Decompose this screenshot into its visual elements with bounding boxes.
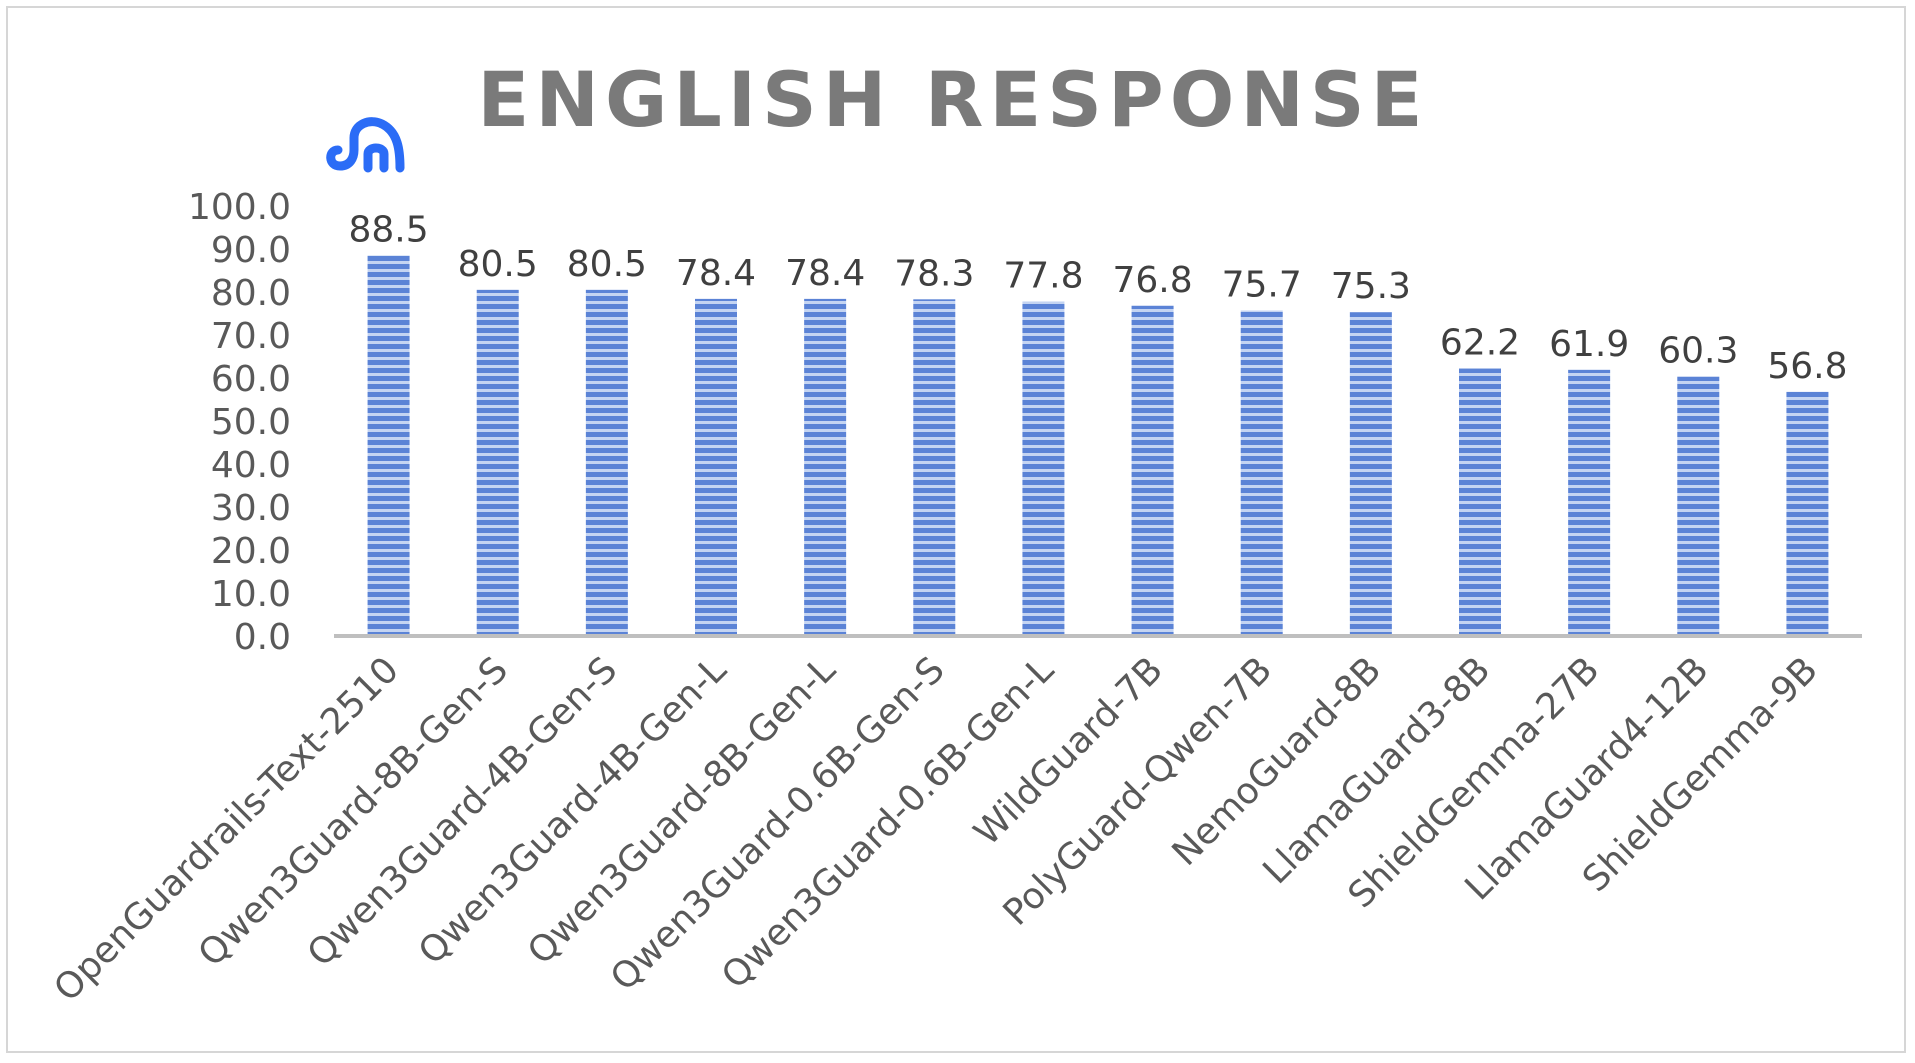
bar-series bbox=[367, 255, 1829, 636]
bar bbox=[804, 298, 847, 636]
data-label: 76.8 bbox=[1112, 260, 1192, 301]
y-tick-label: 0.0 bbox=[234, 617, 291, 658]
bar bbox=[695, 298, 737, 636]
y-tick-label: 30.0 bbox=[211, 488, 291, 529]
bar bbox=[1459, 368, 1501, 636]
bar bbox=[1022, 301, 1065, 636]
data-label: 78.4 bbox=[676, 253, 756, 294]
y-tick-label: 60.0 bbox=[211, 359, 291, 400]
elephant-logo-icon bbox=[326, 117, 405, 173]
bar-chart: ENGLISH RESPONSE 0.010.020.030.040.050.0… bbox=[47, 55, 1862, 1010]
data-label: 60.3 bbox=[1658, 331, 1738, 372]
x-axis: OpenGuardrails-Text-2510Qwen3Guard-8B-Ge… bbox=[47, 649, 1826, 1009]
data-label: 78.4 bbox=[785, 253, 865, 294]
bar bbox=[1131, 305, 1174, 636]
bar bbox=[476, 289, 519, 636]
bar bbox=[1349, 312, 1392, 636]
data-label: 78.3 bbox=[894, 253, 974, 294]
chart-title: ENGLISH RESPONSE bbox=[477, 55, 1428, 144]
x-tick-label: WildGuard-7B bbox=[967, 649, 1171, 853]
data-label: 61.9 bbox=[1549, 324, 1629, 365]
data-label: 80.5 bbox=[567, 244, 647, 285]
bar bbox=[585, 289, 628, 636]
data-label: 56.8 bbox=[1767, 346, 1847, 387]
data-label: 75.7 bbox=[1222, 264, 1302, 305]
bar bbox=[913, 299, 956, 636]
data-label: 88.5 bbox=[348, 209, 428, 250]
bar bbox=[1786, 391, 1829, 636]
y-tick-label: 80.0 bbox=[211, 273, 291, 314]
y-tick-label: 100.0 bbox=[188, 187, 291, 228]
bar bbox=[1240, 310, 1283, 636]
chart-frame: ENGLISH RESPONSE 0.0 10.0 20.0 30.0 40.0 50.0… bbox=[6, 6, 1906, 1053]
y-tick-label: 70.0 bbox=[211, 316, 291, 357]
y-tick-label: 50.0 bbox=[211, 402, 291, 443]
y-tick-label: 10.0 bbox=[211, 574, 291, 615]
bar bbox=[1568, 369, 1611, 636]
y-tick-label: 20.0 bbox=[211, 531, 291, 572]
data-label: 75.3 bbox=[1331, 266, 1411, 307]
data-label: 77.8 bbox=[1003, 255, 1083, 296]
y-tick-label: 90.0 bbox=[211, 230, 291, 271]
bar bbox=[1677, 376, 1720, 636]
y-tick-label: 40.0 bbox=[211, 445, 291, 486]
data-label: 80.5 bbox=[458, 244, 538, 285]
x-tick-label: NemoGuard-8B bbox=[1165, 649, 1390, 874]
data-labels: 88.5 80.5 80.5 78.4 78.4 78.3 77.8 76.8 75.7 75.3… bbox=[348, 209, 1847, 386]
y-axis: 0.010.020.030.040.050.060.070.080.090.01… bbox=[188, 187, 291, 658]
data-label: 62.2 bbox=[1440, 323, 1520, 364]
bar bbox=[367, 255, 410, 636]
